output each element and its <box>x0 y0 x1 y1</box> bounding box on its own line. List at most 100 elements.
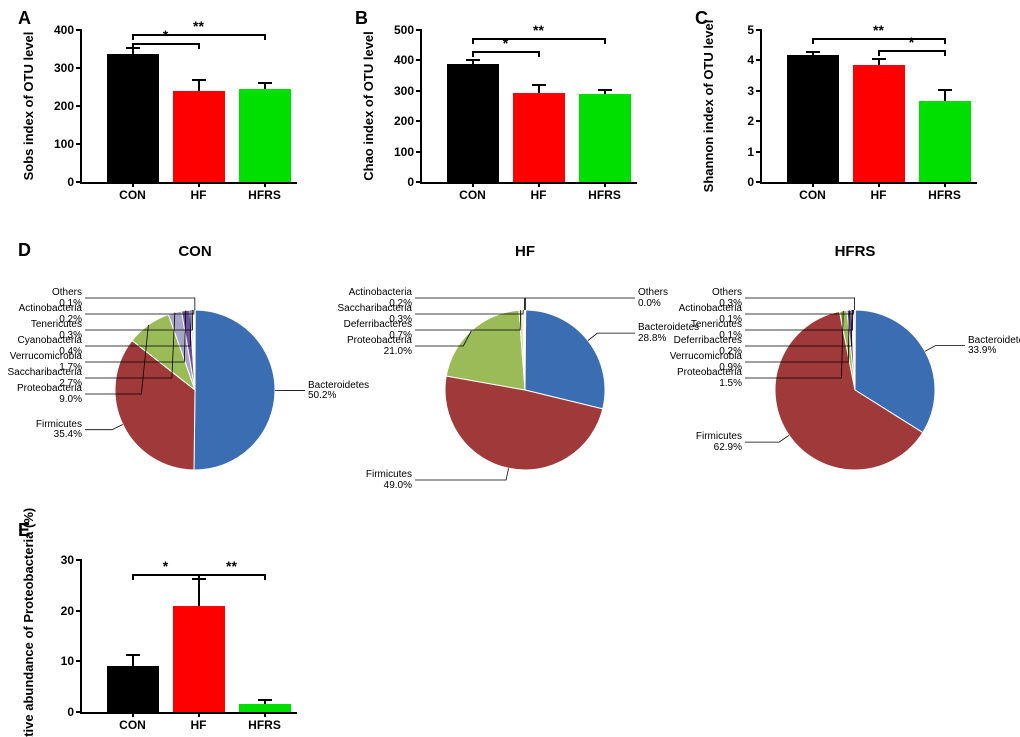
ytick-label: 200 <box>394 114 422 128</box>
ytick-label: 100 <box>54 137 82 151</box>
pie-CON: CONBacteroidetes50.2%Firmicutes35.4%Prot… <box>15 265 375 535</box>
significance-bar <box>133 43 199 45</box>
pie-leader <box>85 298 195 310</box>
significance-star: ** <box>226 559 237 573</box>
error-cap <box>192 79 206 81</box>
x-category-label: CON <box>459 182 486 202</box>
pie-slice-Others <box>525 310 526 390</box>
pie-title: HF <box>345 243 705 260</box>
x-category-label: HF <box>531 182 547 202</box>
pie-leader <box>415 298 524 310</box>
pie-leader <box>745 298 855 310</box>
pie-label-pct: 35.4% <box>36 430 82 441</box>
pie-label-pct: 1.7% <box>10 363 82 374</box>
significance-drop <box>944 50 946 56</box>
significance-drop <box>132 43 134 49</box>
significance-bar <box>879 50 945 52</box>
plot-area: 0100200300400CONHFHFRS*** <box>80 30 297 184</box>
significance-bar <box>133 34 265 36</box>
significance-bar <box>813 38 945 40</box>
error-bar <box>264 84 266 89</box>
panel-E: 0102030CONHFHFRS***Relative abundance of… <box>80 560 295 712</box>
ytick-label: 5 <box>747 23 762 37</box>
error-cap <box>806 51 820 53</box>
y-axis-title: Chao index of OTU level <box>361 31 376 181</box>
panel-letter-A: A <box>18 8 31 29</box>
ytick-label: 400 <box>54 23 82 37</box>
pie-slice-Bacteroidetes <box>194 310 275 470</box>
pie-label-Actinobacteria: Actinobacteria0.2% <box>349 288 412 309</box>
pie-label-Others: Others0.1% <box>52 288 82 309</box>
error-bar <box>878 60 880 65</box>
pie-label-Firmicutes: Firmicutes35.4% <box>36 420 82 441</box>
pie-HF: HFBacteroidetes28.8%Firmicutes49.0%Prote… <box>345 265 705 535</box>
panel-letter-B: B <box>355 8 368 29</box>
significance-drop <box>264 34 266 40</box>
pie-label-pct: 0.3% <box>31 331 82 342</box>
pie-label-pct: 0.2% <box>349 299 412 310</box>
significance-drop <box>944 38 946 44</box>
significance-bar <box>199 574 265 576</box>
ytick-label: 2 <box>747 114 762 128</box>
pie-label-pct: 0.2% <box>19 315 82 326</box>
pie-label-pct: 0.2% <box>674 347 742 358</box>
bar-HFRS <box>239 704 291 712</box>
pie-label-pct: 0.4% <box>18 347 82 358</box>
bar-HFRS <box>579 94 631 182</box>
pie-label-pct: 0.3% <box>712 299 742 310</box>
significance-star: ** <box>873 23 884 37</box>
panel-A: 0100200300400CONHFHFRS***Sobs index of O… <box>80 30 295 182</box>
error-cap <box>258 82 272 84</box>
pie-label-pct: 0.0% <box>638 299 668 310</box>
x-category-label: HFRS <box>588 182 621 202</box>
panel-B: 0100200300400500CONHFHFRS***Chao index o… <box>420 30 635 182</box>
significance-drop <box>198 574 200 580</box>
error-cap <box>598 89 612 91</box>
plot-area: 012345CONHFHFRS*** <box>760 30 977 184</box>
error-bar <box>198 81 200 91</box>
pie-label-name: Actinobacteria <box>349 288 412 299</box>
x-category-label: HFRS <box>248 712 281 732</box>
ytick-label: 400 <box>394 53 422 67</box>
bar-CON <box>787 55 839 182</box>
pie-label-name: Firmicutes <box>366 470 412 481</box>
error-cap <box>126 654 140 656</box>
pie-leader <box>415 468 509 480</box>
ytick-label: 10 <box>61 654 82 668</box>
panel-C: 012345CONHFHFRS***Shannon index of OTU l… <box>760 30 975 182</box>
error-bar <box>264 701 266 705</box>
error-bar <box>604 91 606 94</box>
pie-label-pct: 49.0% <box>366 481 412 492</box>
x-category-label: HF <box>191 712 207 732</box>
pie-title: CON <box>15 243 375 260</box>
significance-bar <box>473 51 539 53</box>
ytick-label: 30 <box>61 553 82 567</box>
pie-label-pct: 2.7% <box>8 379 82 390</box>
x-category-label: CON <box>119 712 146 732</box>
bar-CON <box>107 666 159 712</box>
significance-drop <box>604 38 606 44</box>
bar-HF <box>513 93 565 182</box>
ytick-label: 200 <box>54 99 82 113</box>
significance-drop <box>812 38 814 44</box>
error-bar <box>944 91 946 102</box>
ytick-label: 100 <box>394 145 422 159</box>
x-category-label: HF <box>871 182 887 202</box>
pie-label-pct: 0.1% <box>52 299 82 310</box>
ytick-label: 300 <box>394 84 422 98</box>
significance-drop <box>198 43 200 49</box>
pie-label-pct: 0.3% <box>338 315 412 326</box>
plot-area: 0102030CONHFHFRS*** <box>80 560 297 714</box>
significance-star: ** <box>533 23 544 37</box>
error-cap <box>872 58 886 60</box>
pie-label-pct: 33.9% <box>968 346 1020 357</box>
ytick-label: 0 <box>67 175 82 189</box>
x-category-label: HFRS <box>248 182 281 202</box>
x-category-label: HF <box>191 182 207 202</box>
pie-label-pct: 62.9% <box>696 443 742 454</box>
significance-bar <box>473 38 605 40</box>
bar-HF <box>173 606 225 712</box>
pie-label-Others: Others0.0% <box>638 288 668 309</box>
bar-CON <box>107 54 159 182</box>
pie-slice-Others <box>194 310 195 390</box>
